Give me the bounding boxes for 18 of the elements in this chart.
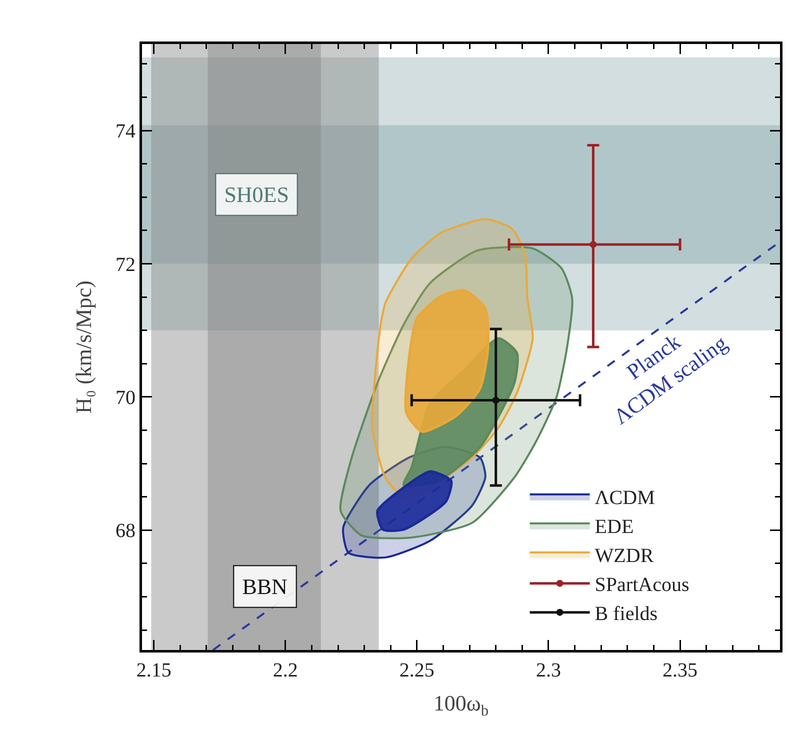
y-tick-label: 68 bbox=[116, 520, 136, 542]
x-axis-title: 100ω$_{b}$ bbox=[433, 690, 489, 720]
legend-label: B fields bbox=[594, 603, 658, 626]
x-tick-label: 2.15 bbox=[136, 660, 172, 682]
x-tick-label: 2.3 bbox=[536, 660, 561, 682]
band-label: SH0ES bbox=[224, 182, 289, 208]
legend-label: SPartAcous bbox=[594, 574, 690, 596]
x-tick-label: 2.2 bbox=[272, 660, 298, 682]
y-tick-label: 70 bbox=[116, 386, 136, 409]
legend-label: WZDR bbox=[594, 545, 654, 568]
x-tick-label: 2.35 bbox=[662, 660, 698, 682]
legend-label: EDE bbox=[594, 516, 634, 538]
y-tick-label: 72 bbox=[116, 254, 136, 276]
legend-label: ΛCDM bbox=[594, 487, 656, 510]
x-tick-label: 2.25 bbox=[399, 660, 434, 682]
band-label: BBN bbox=[242, 574, 288, 600]
y-tick-label: 74 bbox=[116, 120, 136, 143]
y-axis-title: H₀ (km/s/Mpc) bbox=[71, 280, 96, 414]
